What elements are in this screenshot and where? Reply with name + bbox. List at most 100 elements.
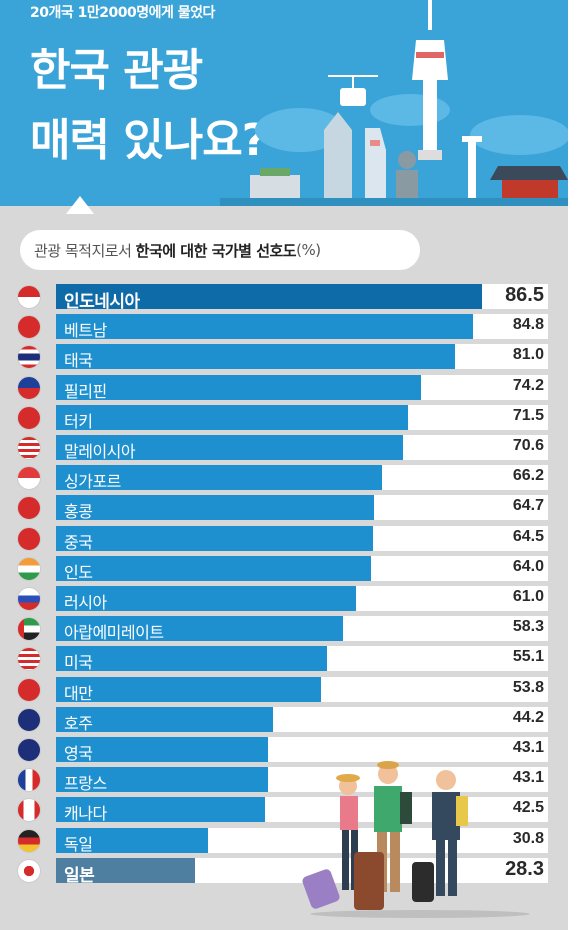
chart-row: 호주 44.2 xyxy=(0,705,568,733)
bar xyxy=(56,706,274,732)
germany-flag-icon xyxy=(17,828,41,853)
singapore-flag-icon xyxy=(17,466,41,491)
data-label: 86.5 xyxy=(505,284,544,306)
bar xyxy=(56,344,455,370)
data-label: 44.2 xyxy=(512,708,544,726)
data-label: 42.5 xyxy=(512,799,544,817)
data-label: 28.3 xyxy=(505,857,544,880)
bar xyxy=(56,797,266,823)
title-line-1: 한국 관광 xyxy=(30,45,203,96)
bar xyxy=(56,525,374,551)
data-label: 64.0 xyxy=(512,557,544,575)
category-label: 싱가포르 xyxy=(64,472,121,492)
bar xyxy=(56,676,321,702)
category-label: 말레이시아 xyxy=(64,442,136,461)
category-label: 인도네시아 xyxy=(64,292,140,312)
indonesia-flag-icon xyxy=(17,285,41,309)
data-label: 64.5 xyxy=(512,527,544,545)
chart-row: 홍콩 64.7 xyxy=(0,493,568,521)
data-label: 84.8 xyxy=(512,316,544,334)
canada-flag-icon xyxy=(17,798,41,823)
category-label: 홍콩 xyxy=(64,502,93,522)
data-label: 64.7 xyxy=(512,497,544,515)
bar xyxy=(56,586,357,611)
usa-flag-icon xyxy=(17,647,41,672)
data-label: 70.6 xyxy=(512,437,544,454)
bar xyxy=(56,767,269,793)
category-label: 영국 xyxy=(64,744,93,763)
chart-row: 태국 81.0 xyxy=(0,342,568,370)
caption-prefix: 관광 목적지로서 xyxy=(34,241,136,260)
category-label: 일본 xyxy=(64,865,95,886)
bar xyxy=(56,857,196,883)
category-label: 독일 xyxy=(64,834,93,854)
chart-row: 영국 43.1 xyxy=(0,735,568,763)
caption-bold: 한국에 대한 국가별 선호도 xyxy=(135,241,297,260)
data-label: 43.1 xyxy=(512,739,544,756)
uk-flag-icon xyxy=(17,738,41,762)
turkey-flag-icon xyxy=(17,405,41,430)
bar xyxy=(56,555,371,581)
chart-row: 러시아 61.0 xyxy=(0,584,568,612)
category-label: 아랍에미레이트 xyxy=(64,623,164,643)
category-label: 대만 xyxy=(64,683,93,703)
bar xyxy=(56,495,375,521)
data-label: 58.3 xyxy=(512,618,544,636)
uae-flag-icon xyxy=(17,617,41,642)
category-label: 필리핀 xyxy=(64,381,107,401)
bar xyxy=(56,616,343,642)
data-label: 61.0 xyxy=(512,588,544,605)
travelers-illustration xyxy=(302,761,530,918)
chart-row: 미국 55.1 xyxy=(0,644,568,672)
chart-row: 중국 64.5 xyxy=(0,524,568,552)
chart-row: 독일 30.8 xyxy=(0,826,568,854)
subtitle: 20개국 1만2000명에게 물었다 xyxy=(30,5,215,21)
chart-row: 대만 53.8 xyxy=(0,675,568,703)
bar xyxy=(56,374,422,400)
chart-row: 일본 28.3 xyxy=(0,856,568,886)
data-label: 30.8 xyxy=(512,829,544,847)
bar xyxy=(56,646,328,672)
china-flag-icon xyxy=(17,526,41,551)
data-label: 53.8 xyxy=(512,678,544,696)
australia-flag-icon xyxy=(17,707,41,732)
caption-pointer xyxy=(66,196,94,214)
chart-row: 인도네시아 86.5 xyxy=(0,282,568,312)
france-flag-icon xyxy=(17,768,41,793)
bar xyxy=(56,465,382,491)
bar xyxy=(56,314,474,340)
data-label: 74.2 xyxy=(512,376,544,394)
bar xyxy=(56,827,208,853)
seoul-skyline-illustration xyxy=(220,0,568,206)
taiwan-flag-icon xyxy=(17,677,41,702)
title-line-2: 매력 있나요? xyxy=(30,115,267,166)
chart-row: 베트남 84.8 xyxy=(0,312,568,340)
data-label: 81.0 xyxy=(512,346,544,364)
bar xyxy=(56,435,404,460)
bar xyxy=(56,737,269,762)
chart-row: 필리핀 74.2 xyxy=(0,373,568,401)
vietnam-flag-icon xyxy=(17,315,41,340)
data-label: 55.1 xyxy=(512,648,544,666)
bar xyxy=(56,404,408,430)
chart-row: 아랍에미레이트 58.3 xyxy=(0,614,568,642)
chart-caption: 관광 목적지로서 한국에 대한 국가별 선호도 (%) xyxy=(20,230,420,270)
category-label: 베트남 xyxy=(64,321,107,341)
category-label: 미국 xyxy=(64,653,93,673)
category-label: 호주 xyxy=(64,713,93,733)
russia-flag-icon xyxy=(17,587,41,611)
category-label: 터키 xyxy=(64,411,93,431)
thailand-flag-icon xyxy=(17,345,41,370)
malaysia-flag-icon xyxy=(17,436,41,460)
data-label: 43.1 xyxy=(512,769,544,787)
bar xyxy=(56,284,482,309)
category-label: 중국 xyxy=(64,532,93,552)
category-label: 인도 xyxy=(64,562,93,582)
chart-row: 말레이시아 70.6 xyxy=(0,433,568,461)
chart-row: 터키 71.5 xyxy=(0,403,568,431)
caption-suffix: (%) xyxy=(296,241,321,259)
category-label: 캐나다 xyxy=(64,804,107,824)
category-label: 프랑스 xyxy=(64,774,107,794)
chart-row: 프랑스 43.1 xyxy=(0,765,568,793)
category-label: 러시아 xyxy=(64,593,107,612)
